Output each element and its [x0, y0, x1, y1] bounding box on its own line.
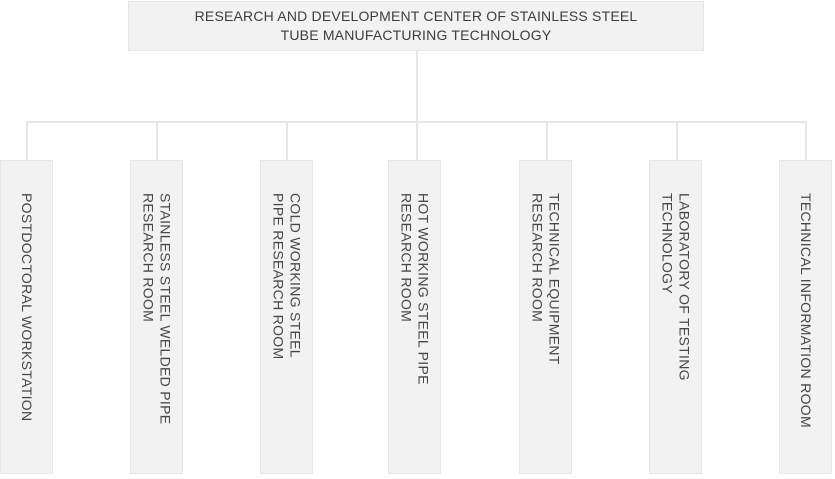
dept-node-label: STAINLESS STEEL WELDED PIPE RESEARCH ROO… — [140, 193, 174, 425]
connector-drop-7 — [804, 121, 807, 161]
dept-node-label: TECHNICAL EQUIPMENT RESEARCH ROOM — [529, 193, 563, 365]
root-node: RESEARCH AND DEVELOPMENT CENTER OF STAIN… — [128, 1, 704, 51]
dept-node-laboratory-of-testing: LABORATORY OF TESTING TECHNOLOGY — [649, 160, 702, 474]
dept-node-stainless-steel-welded-pipe: STAINLESS STEEL WELDED PIPE RESEARCH ROO… — [130, 160, 183, 474]
dept-node-technical-equipment: TECHNICAL EQUIPMENT RESEARCH ROOM — [519, 160, 572, 474]
connector-drop-5 — [545, 121, 548, 161]
dept-node-cold-working-steel-pipe: COLD WORKING STEEL PIPE RESEARCH ROOM — [260, 160, 313, 474]
connector-drop-2 — [155, 121, 158, 161]
dept-node-label: TECHNICAL INFORMATION ROOM — [798, 193, 814, 428]
connector-stem — [415, 51, 418, 121]
connector-drop-6 — [675, 121, 678, 161]
connector-drop-4 — [415, 121, 418, 161]
dept-node-label: POSTDOCTORAL WORKSTATION — [19, 193, 35, 422]
dept-node-label: LABORATORY OF TESTING TECHNOLOGY — [659, 193, 693, 381]
dept-node-postdoctoral-workstation: POSTDOCTORAL WORKSTATION — [0, 160, 53, 474]
dept-node-label: COLD WORKING STEEL PIPE RESEARCH ROOM — [270, 193, 304, 360]
dept-node-hot-working-steel-pipe: HOT WORKING STEEL PIPE RESEARCH ROOM — [388, 160, 441, 474]
connector-drop-1 — [25, 121, 28, 161]
root-node-label: RESEARCH AND DEVELOPMENT CENTER OF STAIN… — [194, 8, 638, 43]
dept-node-label: HOT WORKING STEEL PIPE RESEARCH ROOM — [398, 193, 432, 385]
dept-node-technical-information: TECHNICAL INFORMATION ROOM — [779, 160, 832, 474]
connector-drop-3 — [285, 121, 288, 161]
